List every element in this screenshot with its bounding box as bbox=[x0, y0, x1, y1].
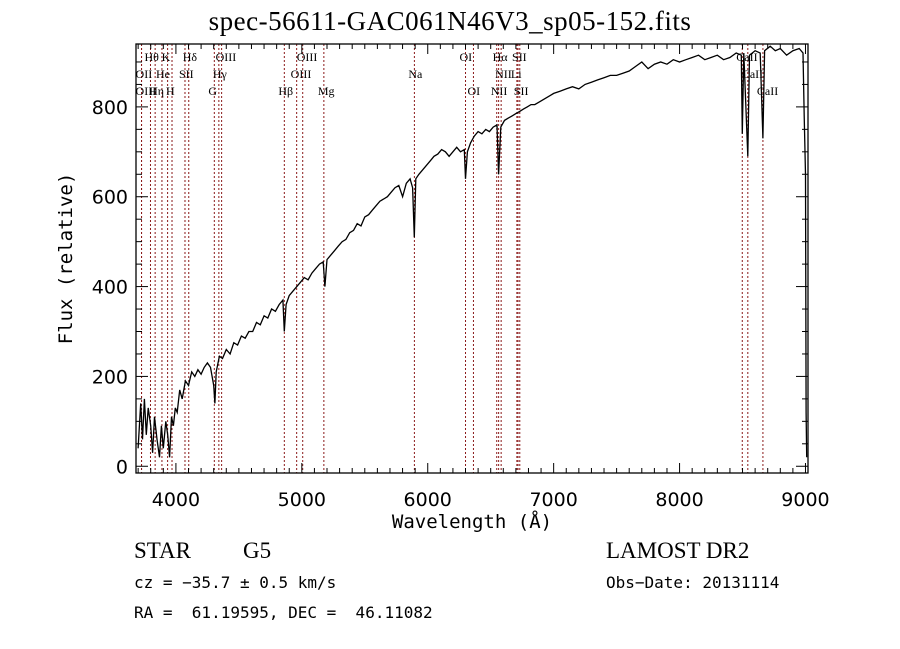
line-label: CaII bbox=[757, 84, 778, 98]
line-label: OI bbox=[467, 84, 480, 98]
line-label: SII bbox=[514, 84, 529, 98]
line-label: OII bbox=[136, 67, 153, 81]
line-label: G bbox=[208, 84, 217, 98]
line-label: OIII bbox=[136, 84, 157, 98]
survey-name: LAMOST DR2 bbox=[606, 538, 750, 563]
line-label: He bbox=[156, 67, 170, 81]
y-axis-label: Flux (relative) bbox=[55, 173, 77, 345]
y-tick-label: 800 bbox=[92, 97, 128, 119]
x-tick-label: 4000 bbox=[152, 489, 200, 511]
x-tick-label: 5000 bbox=[278, 489, 326, 511]
x-tick-label: 8000 bbox=[655, 489, 703, 511]
x-axis-label: Wavelength (Å) bbox=[392, 510, 552, 533]
obs-date: Obs−Date: 20131114 bbox=[606, 573, 780, 592]
line-label: Li bbox=[511, 67, 522, 81]
spectrum-line bbox=[137, 45, 808, 458]
x-tick-label: 7000 bbox=[529, 489, 577, 511]
line-label: OIII bbox=[216, 50, 237, 64]
line-label: CaII bbox=[742, 67, 763, 81]
chart-title: spec-56611-GAC061N46V3_sp05-152.fits bbox=[208, 6, 692, 36]
line-label: OIII bbox=[291, 67, 312, 81]
y-tick-label: 600 bbox=[92, 187, 128, 209]
object-class: STAR bbox=[134, 538, 191, 563]
line-label: OI bbox=[460, 50, 473, 64]
line-label: NII bbox=[491, 84, 508, 98]
redshift-text: cz = −35.7 ± 0.5 km/s bbox=[134, 573, 337, 592]
x-tick-label: 9000 bbox=[781, 489, 829, 511]
line-label: SII bbox=[512, 50, 527, 64]
line-label: Hγ bbox=[213, 67, 228, 81]
coords-text: RA = 61.19595, DEC = 46.11082 bbox=[134, 603, 433, 622]
line-label: Hδ bbox=[183, 50, 198, 64]
line-label: H bbox=[166, 84, 175, 98]
x-tick-label: 6000 bbox=[404, 489, 452, 511]
line-label: NII bbox=[495, 67, 512, 81]
plot-frame bbox=[135, 43, 809, 474]
line-label: Hα bbox=[493, 50, 509, 64]
y-tick-label: 0 bbox=[116, 456, 128, 478]
line-label: Hβ bbox=[278, 84, 293, 98]
line-label: SII bbox=[179, 67, 194, 81]
y-tick-label: 400 bbox=[92, 277, 128, 299]
y-tick-label: 200 bbox=[92, 366, 128, 388]
line-label: Na bbox=[408, 67, 423, 81]
line-label: CaII bbox=[736, 50, 757, 64]
object-subclass: G5 bbox=[243, 538, 272, 563]
line-label: Hθ bbox=[144, 50, 159, 64]
line-label: Hη bbox=[149, 84, 164, 98]
line-label: OIII bbox=[297, 50, 318, 64]
line-label: Mg bbox=[318, 84, 335, 98]
line-label: K bbox=[162, 50, 171, 64]
